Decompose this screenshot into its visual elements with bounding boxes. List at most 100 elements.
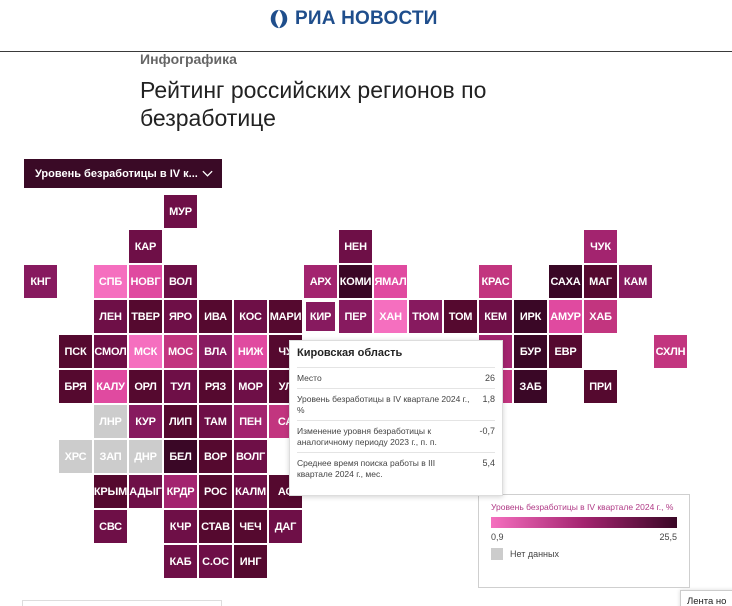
region-tile[interactable]: САХА xyxy=(549,265,582,298)
legend-scale-labels: 0,9 25,5 xyxy=(491,532,677,542)
region-tile[interactable]: КАЛМ xyxy=(234,475,267,508)
tooltip-row-rank: Место 26 xyxy=(297,367,495,388)
region-tile[interactable]: КЕМ xyxy=(479,300,512,333)
nodata-label: Нет данных xyxy=(510,549,559,559)
tooltip-region-name: Кировская область xyxy=(297,347,403,359)
region-tile[interactable]: КАБ xyxy=(164,545,197,578)
region-tile[interactable]: ТВЕР xyxy=(129,300,162,333)
region-tile[interactable]: СХЛН xyxy=(654,335,687,368)
region-tile[interactable]: КРЫМ xyxy=(94,475,127,508)
tooltip-row-change: Изменение уровня безработицы к аналогичн… xyxy=(297,420,495,452)
region-tile[interactable]: НОВГ xyxy=(129,265,162,298)
region-tile[interactable]: ХАБ xyxy=(584,300,617,333)
region-tile[interactable]: СПБ xyxy=(94,265,127,298)
article-title: Рейтинг российских регионов по безработи… xyxy=(140,77,487,131)
region-tile[interactable]: РЯЗ xyxy=(199,370,232,403)
region-tile[interactable]: ИНГ xyxy=(234,545,267,578)
tooltip-value: 26 xyxy=(484,373,495,383)
legend-color-scale xyxy=(491,517,677,528)
region-tile[interactable]: СВС xyxy=(94,510,127,543)
region-tile[interactable]: ЛНР xyxy=(94,405,127,438)
region-tile[interactable]: КАР xyxy=(129,230,162,263)
tooltip-value: 5,4 xyxy=(482,458,495,468)
region-tile[interactable]: РОС xyxy=(199,475,232,508)
region-tile[interactable]: ЛИП xyxy=(164,405,197,438)
indicator-dropdown[interactable]: Уровень безработицы в IV к... xyxy=(24,159,222,188)
region-tooltip: Кировская область Место 26 Уровень безра… xyxy=(289,340,503,496)
article-kicker[interactable]: Инфографика xyxy=(140,51,237,67)
region-tile[interactable]: КНГ xyxy=(24,265,57,298)
region-tile[interactable]: С.ОС xyxy=(199,545,232,578)
region-tile[interactable]: НЕН xyxy=(339,230,372,263)
region-tile[interactable]: МОР xyxy=(234,370,267,403)
region-tile[interactable]: ВОР xyxy=(199,440,232,473)
legend-min: 0,9 xyxy=(491,532,504,542)
region-tile[interactable]: ХРС xyxy=(59,440,92,473)
region-tile[interactable]: ЛЕН xyxy=(94,300,127,333)
region-tile[interactable]: АМУР xyxy=(549,300,582,333)
region-tile[interactable]: ИВА xyxy=(199,300,232,333)
tooltip-label: Уровень безработицы в IV квартале 2024 г… xyxy=(297,394,470,415)
region-tile[interactable]: БЕЛ xyxy=(164,440,197,473)
region-tile[interactable]: ТЮМ xyxy=(409,300,442,333)
legend-max: 25,5 xyxy=(659,532,677,542)
chevron-down-icon xyxy=(202,170,213,177)
legend-title: Уровень безработицы в IV квартале 2024 г… xyxy=(491,502,674,512)
region-tile[interactable]: ТОМ xyxy=(444,300,477,333)
region-tile[interactable]: ВЛА xyxy=(199,335,232,368)
tooltip-row-search-time: Среднее время поиска работы в III кварта… xyxy=(297,452,495,484)
region-tile[interactable]: ВОЛ xyxy=(164,265,197,298)
ria-logo[interactable]: РИА НОВОСТИ xyxy=(268,7,438,31)
tooltip-label: Среднее время поиска работы в III кварта… xyxy=(297,458,436,479)
region-tile[interactable]: ТУЛ xyxy=(164,370,197,403)
region-tile[interactable]: ДНР xyxy=(129,440,162,473)
region-tile[interactable]: ДАГ xyxy=(269,510,302,543)
bottom-input-box[interactable] xyxy=(22,600,222,606)
nodata-swatch xyxy=(491,548,503,560)
site-header: РИА НОВОСТИ xyxy=(0,0,732,52)
region-tile[interactable]: СТАВ xyxy=(199,510,232,543)
region-tile[interactable]: КАЛУ xyxy=(94,370,127,403)
region-tile[interactable]: МАРИ xyxy=(269,300,302,333)
news-feed-button[interactable]: Лента но xyxy=(680,590,732,606)
region-tile[interactable]: КИР xyxy=(304,300,337,333)
region-tile[interactable]: БУР xyxy=(514,335,547,368)
tooltip-label: Место xyxy=(297,373,322,383)
region-tile[interactable]: ПРИ xyxy=(584,370,617,403)
region-tile[interactable]: КАМ xyxy=(619,265,652,298)
region-tile[interactable]: КРДР xyxy=(164,475,197,508)
region-tile[interactable]: ПСК xyxy=(59,335,92,368)
region-tile[interactable]: БРЯ xyxy=(59,370,92,403)
region-tile[interactable]: ЯРО xyxy=(164,300,197,333)
region-tile[interactable]: МАГ xyxy=(584,265,617,298)
region-tile[interactable]: ПЕР xyxy=(339,300,372,333)
region-tile[interactable]: КУР xyxy=(129,405,162,438)
region-tile[interactable]: ЕВР xyxy=(549,335,582,368)
region-tile[interactable]: МСК xyxy=(129,335,162,368)
tooltip-value: 1,8 xyxy=(482,394,495,404)
region-tile[interactable]: КРАС xyxy=(479,265,512,298)
region-tile[interactable]: ЗАП xyxy=(94,440,127,473)
region-tile[interactable]: ПЕН xyxy=(234,405,267,438)
region-tile[interactable]: ХАН xyxy=(374,300,407,333)
region-tile[interactable]: ОРЛ xyxy=(129,370,162,403)
region-tile[interactable]: ЗАБ xyxy=(514,370,547,403)
region-tile[interactable]: КОМИ xyxy=(339,265,372,298)
region-tile[interactable]: СМОЛ xyxy=(94,335,127,368)
region-tile[interactable]: ВОЛГ xyxy=(234,440,267,473)
region-tile[interactable]: МУР xyxy=(164,195,197,228)
region-tile[interactable]: МОС xyxy=(164,335,197,368)
region-tile[interactable]: КЧР xyxy=(164,510,197,543)
region-tile[interactable]: АРХ xyxy=(304,265,337,298)
tooltip-row-unemployment: Уровень безработицы в IV квартале 2024 г… xyxy=(297,388,495,420)
region-tile[interactable]: АДЫГ xyxy=(129,475,162,508)
region-tile[interactable]: ИРК xyxy=(514,300,547,333)
region-tile[interactable]: ЧЕЧ xyxy=(234,510,267,543)
region-tile[interactable]: ЧУК xyxy=(584,230,617,263)
region-tile[interactable]: ЯМАЛ xyxy=(374,265,407,298)
region-tile[interactable]: НИЖ xyxy=(234,335,267,368)
region-tile[interactable]: КОС xyxy=(234,300,267,333)
legend-nodata: Нет данных xyxy=(491,548,677,560)
region-tile[interactable]: ТАМ xyxy=(199,405,232,438)
